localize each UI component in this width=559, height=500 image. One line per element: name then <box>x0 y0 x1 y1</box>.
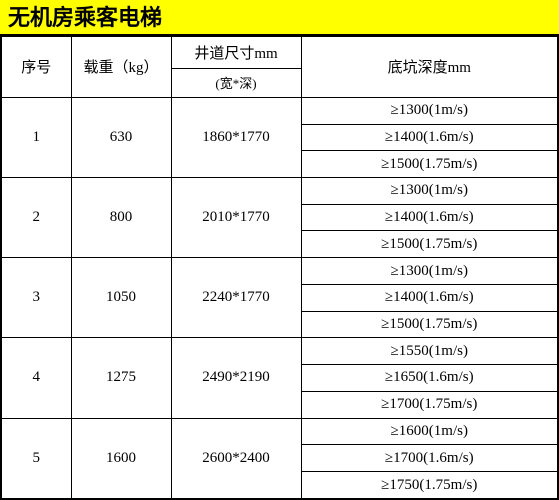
page-container: 无机房乘客电梯 序号 载重（kg） 井道尺寸mm 底坑深度mm (宽*深) 1 … <box>0 0 559 500</box>
header-row: 序号 载重（kg） 井道尺寸mm 底坑深度mm <box>1 37 558 69</box>
header-shaft: 井道尺寸mm <box>171 37 301 69</box>
cell-seq: 5 <box>1 418 71 499</box>
header-load: 载重（kg） <box>71 37 171 98</box>
cell-pit: ≥1500(1.75m/s) <box>301 151 558 178</box>
cell-pit: ≥1300(1m/s) <box>301 177 558 204</box>
cell-pit: ≥1750(1.75m/s) <box>301 472 558 499</box>
cell-pit: ≥1500(1.75m/s) <box>301 311 558 338</box>
cell-shaft: 2240*1770 <box>171 258 301 338</box>
table-row: 3 1050 2240*1770 ≥1300(1m/s) <box>1 258 558 285</box>
cell-seq: 4 <box>1 338 71 418</box>
cell-shaft: 2490*2190 <box>171 338 301 418</box>
cell-pit: ≥1600(1m/s) <box>301 418 558 445</box>
cell-pit: ≥1400(1.6m/s) <box>301 284 558 311</box>
table-row: 5 1600 2600*2400 ≥1600(1m/s) <box>1 418 558 445</box>
cell-load: 1275 <box>71 338 171 418</box>
title-bar: 无机房乘客电梯 <box>0 0 559 36</box>
table-row: 1 630 1860*1770 ≥1300(1m/s) <box>1 97 558 124</box>
cell-load: 800 <box>71 177 171 257</box>
cell-pit: ≥1300(1m/s) <box>301 258 558 285</box>
cell-shaft: 1860*1770 <box>171 97 301 177</box>
cell-load: 1600 <box>71 418 171 499</box>
cell-seq: 2 <box>1 177 71 257</box>
cell-load: 630 <box>71 97 171 177</box>
header-pit: 底坑深度mm <box>301 37 558 98</box>
table-row: 2 800 2010*1770 ≥1300(1m/s) <box>1 177 558 204</box>
cell-pit: ≥1300(1m/s) <box>301 97 558 124</box>
cell-shaft: 2010*1770 <box>171 177 301 257</box>
cell-seq: 1 <box>1 97 71 177</box>
mirrored-content: 无机房乘客电梯 序号 载重（kg） 井道尺寸mm 底坑深度mm (宽*深) 1 … <box>0 0 559 500</box>
cell-pit: ≥1400(1.6m/s) <box>301 124 558 151</box>
cell-pit: ≥1700(1.6m/s) <box>301 445 558 472</box>
cell-seq: 3 <box>1 258 71 338</box>
cell-pit: ≥1500(1.75m/s) <box>301 231 558 258</box>
header-shaft-sub: (宽*深) <box>171 68 301 97</box>
cell-shaft: 2600*2400 <box>171 418 301 499</box>
cell-load: 1050 <box>71 258 171 338</box>
cell-pit: ≥1400(1.6m/s) <box>301 204 558 231</box>
cell-pit: ≥1700(1.75m/s) <box>301 391 558 418</box>
cell-pit: ≥1650(1.6m/s) <box>301 365 558 392</box>
header-seq: 序号 <box>1 37 71 98</box>
table-row: 4 1275 2490*2190 ≥1550(1m/s) <box>1 338 558 365</box>
spec-table: 序号 载重（kg） 井道尺寸mm 底坑深度mm (宽*深) 1 630 1860… <box>0 36 559 500</box>
cell-pit: ≥1550(1m/s) <box>301 338 558 365</box>
